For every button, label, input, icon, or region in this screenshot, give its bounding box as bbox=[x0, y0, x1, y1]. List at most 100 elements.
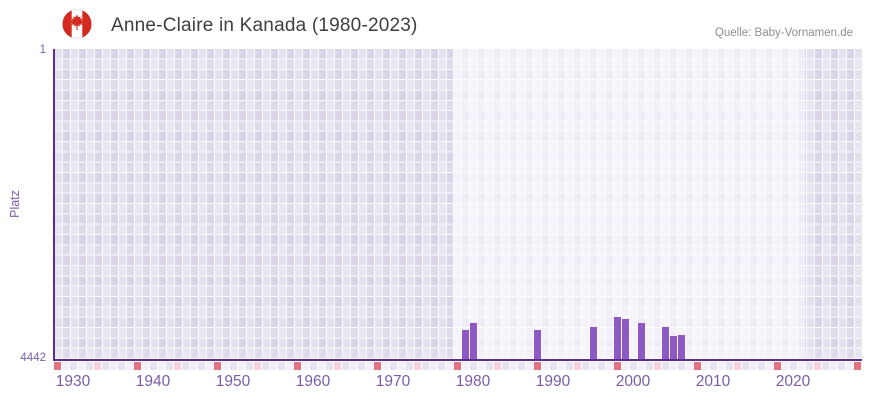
year-marker-1964 bbox=[342, 362, 349, 370]
rank-bar-2006[interactable] bbox=[678, 335, 685, 359]
year-marker-2028 bbox=[854, 362, 861, 370]
year-marker-1945 bbox=[190, 362, 197, 370]
year-marker-1944 bbox=[182, 362, 189, 370]
year-marker-1988 bbox=[534, 362, 541, 370]
year-marker-1987 bbox=[526, 362, 533, 370]
year-marker-1990 bbox=[550, 362, 557, 370]
rank-bar-1995[interactable] bbox=[590, 327, 597, 359]
year-marker-1958 bbox=[294, 362, 301, 370]
year-marker-1932 bbox=[86, 362, 93, 370]
year-marker-1978 bbox=[454, 362, 461, 370]
year-marker-1955 bbox=[270, 362, 277, 370]
x-tick-label-1960: 1960 bbox=[295, 373, 331, 390]
rank-bar-1979[interactable] bbox=[462, 330, 469, 359]
year-marker-1993 bbox=[574, 362, 581, 370]
year-marker-1951 bbox=[238, 362, 245, 370]
year-marker-1960 bbox=[310, 362, 317, 370]
year-marker-2003 bbox=[654, 362, 661, 370]
year-marker-1999 bbox=[622, 362, 629, 370]
year-marker-1968 bbox=[374, 362, 381, 370]
x-tick-label-2020: 2020 bbox=[775, 373, 811, 390]
year-marker-1938 bbox=[134, 362, 141, 370]
year-marker-2005 bbox=[670, 362, 677, 370]
year-marker-1991 bbox=[558, 362, 565, 370]
canada-flag-icon bbox=[62, 9, 92, 39]
year-marker-1966 bbox=[358, 362, 365, 370]
year-marker-1946 bbox=[198, 362, 205, 370]
year-marker-2021 bbox=[798, 362, 805, 370]
year-marker-1936 bbox=[118, 362, 125, 370]
year-marker-2014 bbox=[742, 362, 749, 370]
x-tick-label-1990: 1990 bbox=[535, 373, 571, 390]
year-marker-1935 bbox=[110, 362, 117, 370]
year-marker-2022 bbox=[806, 362, 813, 370]
year-marker-2011 bbox=[718, 362, 725, 370]
year-marker-1995 bbox=[590, 362, 597, 370]
year-marker-1940 bbox=[150, 362, 157, 370]
year-marker-1963 bbox=[334, 362, 341, 370]
year-marker-1934 bbox=[102, 362, 109, 370]
year-marker-2023 bbox=[814, 362, 821, 370]
rank-bar-1999[interactable] bbox=[622, 319, 629, 359]
rank-bar-2004[interactable] bbox=[662, 327, 669, 359]
rank-bar-2005[interactable] bbox=[670, 336, 677, 359]
rank-bar-2001[interactable] bbox=[638, 323, 645, 359]
year-marker-1959 bbox=[302, 362, 309, 370]
rank-bar-1980[interactable] bbox=[470, 323, 477, 359]
year-marker-2026 bbox=[838, 362, 845, 370]
year-marker-1985 bbox=[510, 362, 517, 370]
year-marker-1989 bbox=[542, 362, 549, 370]
rank-bar-1998[interactable] bbox=[614, 317, 621, 359]
highlight-band-1980-2023 bbox=[453, 49, 805, 359]
year-marker-1997 bbox=[606, 362, 613, 370]
year-marker-1937 bbox=[126, 362, 133, 370]
year-marker-1992 bbox=[566, 362, 573, 370]
year-marker-2013 bbox=[734, 362, 741, 370]
year-marker-2004 bbox=[662, 362, 669, 370]
year-marker-1982 bbox=[486, 362, 493, 370]
year-marker-1947 bbox=[206, 362, 213, 370]
source-attribution: Quelle: Baby-Vornamen.de bbox=[714, 27, 853, 39]
year-marker-1941 bbox=[158, 362, 165, 370]
y-tick-bottom: 4442 bbox=[20, 352, 46, 364]
year-marker-1943 bbox=[174, 362, 181, 370]
chart-title: Anne-Claire in Kanada (1980-2023) bbox=[111, 15, 418, 36]
y-axis-line bbox=[53, 49, 55, 361]
year-marker-2008 bbox=[694, 362, 701, 370]
year-marker-1998 bbox=[614, 362, 621, 370]
year-marker-2010 bbox=[710, 362, 717, 370]
year-marker-1996 bbox=[598, 362, 605, 370]
year-marker-1979 bbox=[462, 362, 469, 370]
year-marker-2002 bbox=[646, 362, 653, 370]
year-marker-1942 bbox=[166, 362, 173, 370]
year-marker-1994 bbox=[582, 362, 589, 370]
x-tick-label-1980: 1980 bbox=[455, 373, 491, 390]
year-marker-1948 bbox=[214, 362, 221, 370]
year-marker-1949 bbox=[222, 362, 229, 370]
year-marker-1939 bbox=[142, 362, 149, 370]
x-tick-label-1970: 1970 bbox=[375, 373, 411, 390]
year-marker-1956 bbox=[278, 362, 285, 370]
year-marker-2016 bbox=[758, 362, 765, 370]
rank-bar-1988[interactable] bbox=[534, 330, 541, 359]
year-marker-1983 bbox=[494, 362, 501, 370]
year-marker-2020 bbox=[790, 362, 797, 370]
year-marker-2024 bbox=[822, 362, 829, 370]
year-marker-2007 bbox=[686, 362, 693, 370]
year-marker-2019 bbox=[782, 362, 789, 370]
year-marker-1970 bbox=[390, 362, 397, 370]
year-marker-1933 bbox=[94, 362, 101, 370]
year-marker-2018 bbox=[774, 362, 781, 370]
year-marker-2025 bbox=[830, 362, 837, 370]
year-marker-2012 bbox=[726, 362, 733, 370]
x-tick-label-1940: 1940 bbox=[135, 373, 171, 390]
year-marker-1962 bbox=[326, 362, 333, 370]
year-marker-1967 bbox=[366, 362, 373, 370]
year-marker-1928 bbox=[54, 362, 61, 370]
year-marker-2027 bbox=[846, 362, 853, 370]
year-marker-1961 bbox=[318, 362, 325, 370]
year-marker-1950 bbox=[230, 362, 237, 370]
